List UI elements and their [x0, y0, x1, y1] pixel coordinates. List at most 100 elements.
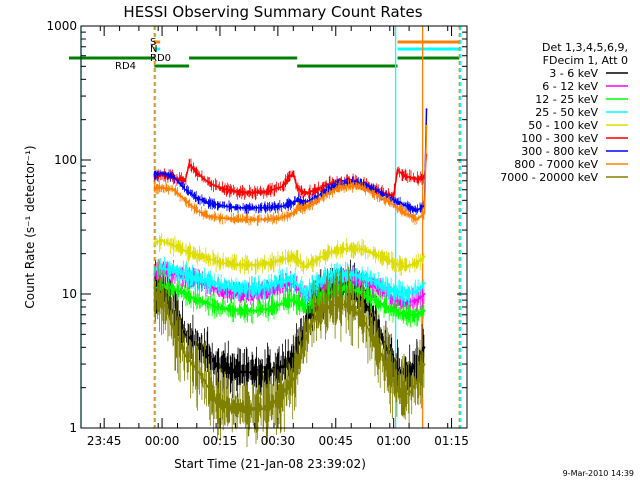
series-point [292, 172, 295, 174]
series-point [304, 192, 306, 195]
chart-title: HESSI Observing Summary Count Rates [123, 3, 422, 21]
series-point [327, 306, 329, 308]
series-point [350, 185, 353, 187]
series-point [161, 267, 164, 270]
series-7000-20000-kev [153, 258, 426, 448]
series-point [161, 239, 164, 242]
series-point [423, 363, 426, 365]
series-point [161, 172, 164, 174]
series-point [385, 306, 387, 308]
series-point [161, 186, 164, 189]
series-point [423, 293, 426, 295]
series-point [385, 257, 387, 260]
series-point [222, 285, 225, 287]
legend-label-3-6-kev: 3 - 6 keV [549, 67, 598, 80]
series-point [373, 285, 376, 287]
series-point [172, 269, 175, 272]
series-point [373, 339, 376, 342]
series-point [199, 346, 202, 349]
flag-label-s: S [150, 37, 156, 48]
flag-label-n: N [150, 44, 157, 55]
series-point [234, 206, 237, 209]
series-point [350, 247, 353, 250]
series-point [350, 273, 353, 276]
series-point [195, 197, 198, 200]
legend-label-7000-20000-kev: 7000 - 20000 keV [500, 171, 598, 184]
series-point [172, 175, 175, 178]
series-point [215, 260, 218, 263]
legend-header-line-2: FDecim 1, Att 0 [543, 54, 628, 67]
series-25-50-kev [153, 256, 426, 306]
series-point [269, 285, 271, 287]
series-point [350, 306, 353, 308]
series-point [265, 218, 268, 221]
x-axis-ticks: 23:45 00:00 00:15 00:30 00:45 01:00 01:15 [80, 26, 469, 448]
series-point [361, 318, 364, 320]
series-point [280, 280, 283, 282]
series-point [315, 196, 318, 198]
series-point [207, 201, 210, 204]
series-noise [153, 256, 425, 306]
series-point [157, 293, 160, 295]
y-tick-label: 1 [69, 421, 77, 435]
series-point [415, 313, 418, 316]
series-point [207, 181, 210, 184]
series-point [292, 299, 295, 301]
series-point [280, 205, 283, 208]
series-point [304, 265, 306, 268]
series-noise [153, 148, 427, 226]
legend-label-50-100-kev: 50 - 100 keV [528, 119, 598, 132]
y-tick-label: 1000 [46, 19, 77, 33]
series-point [153, 186, 156, 189]
series-point [296, 199, 299, 202]
series-point [184, 249, 187, 252]
series-point [265, 206, 268, 209]
series-point [261, 407, 264, 410]
series-point [246, 371, 248, 374]
series-point [385, 287, 387, 290]
x-tick-label: 01:15 [434, 434, 469, 448]
series-point [361, 275, 364, 278]
series-point [207, 257, 210, 260]
y-tick-label: 100 [54, 153, 77, 167]
series-noise [153, 258, 425, 448]
series-layer [153, 108, 428, 448]
series-point [230, 369, 233, 372]
series-point [373, 188, 376, 191]
series-point [184, 179, 187, 182]
legend-label-800-7000-kev: 800 - 7000 keV [514, 158, 598, 171]
series-point [184, 354, 187, 356]
series-point [277, 399, 279, 402]
series-point [153, 299, 156, 301]
series-point [172, 287, 175, 290]
series-point [404, 204, 407, 207]
series-point [280, 302, 283, 305]
series-point [292, 255, 295, 258]
series-point [373, 318, 376, 320]
series-point [423, 255, 426, 258]
series-point [292, 201, 295, 204]
series-point [292, 212, 295, 215]
series-point [373, 280, 376, 282]
series-point [415, 381, 418, 383]
series-point [234, 190, 237, 193]
flag-label-rd4: RD4 [115, 61, 136, 72]
series-point [338, 248, 341, 251]
series-point [184, 293, 187, 295]
series-point [423, 282, 426, 285]
series-point [249, 218, 252, 221]
series-point [292, 378, 295, 381]
series-point [215, 399, 218, 402]
legend-label-25-50-kev: 25 - 50 keV [535, 106, 598, 119]
series-point [219, 204, 221, 207]
series-point [392, 290, 395, 293]
series-point [184, 333, 187, 336]
series-point [373, 252, 376, 255]
series-point [327, 252, 329, 255]
legend-label-6-12-kev: 6 - 12 keV [542, 80, 598, 93]
series-800-7000-kev [153, 124, 428, 226]
series-point [215, 287, 218, 290]
legend-header-line-1: Det 1,3,4,5,6,9, [542, 41, 628, 54]
series-point [392, 195, 395, 197]
